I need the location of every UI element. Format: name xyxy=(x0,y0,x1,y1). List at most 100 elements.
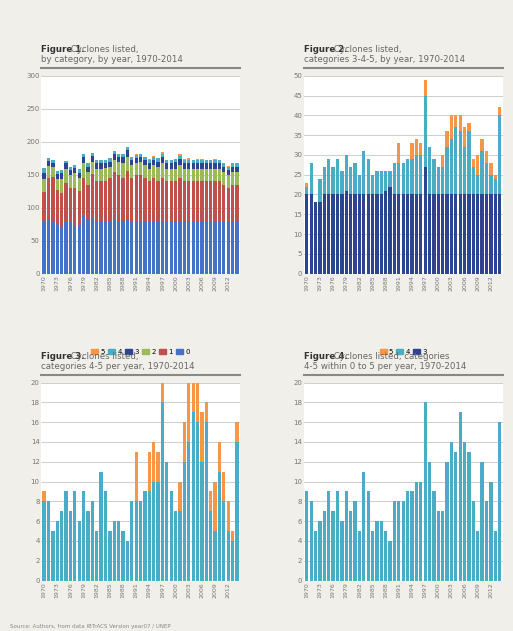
Bar xyxy=(454,452,458,581)
Bar xyxy=(209,511,212,581)
Bar xyxy=(231,167,234,172)
Bar xyxy=(410,159,413,194)
Bar xyxy=(122,157,125,163)
Bar xyxy=(349,194,352,274)
Bar xyxy=(485,163,488,194)
Bar xyxy=(55,521,59,581)
Bar xyxy=(209,168,212,181)
Bar xyxy=(60,193,63,228)
Bar xyxy=(112,172,116,220)
Bar xyxy=(323,511,326,581)
Bar xyxy=(73,492,76,581)
Bar xyxy=(397,194,401,274)
Bar xyxy=(366,492,370,581)
Bar xyxy=(108,222,111,274)
Bar xyxy=(397,502,401,581)
Bar xyxy=(353,502,357,581)
Bar xyxy=(100,471,103,581)
Bar xyxy=(152,160,155,165)
Bar xyxy=(104,168,107,180)
Bar xyxy=(161,157,164,163)
Bar xyxy=(424,167,427,274)
Bar xyxy=(152,178,155,222)
Bar xyxy=(108,162,111,167)
Bar xyxy=(445,462,449,581)
Bar xyxy=(126,541,129,581)
Bar xyxy=(86,163,90,167)
Bar xyxy=(73,174,76,188)
Bar xyxy=(463,127,466,147)
Bar xyxy=(205,181,208,222)
Bar xyxy=(349,511,352,581)
Bar xyxy=(371,194,374,274)
Bar xyxy=(73,188,76,225)
Bar xyxy=(73,168,76,174)
Bar xyxy=(467,131,470,194)
Bar xyxy=(95,222,98,274)
Bar xyxy=(179,165,182,178)
Bar xyxy=(134,163,138,175)
Bar xyxy=(139,222,142,274)
Bar xyxy=(187,168,190,181)
Bar xyxy=(165,222,168,274)
Bar xyxy=(196,168,199,181)
Bar xyxy=(393,163,396,194)
Bar xyxy=(183,222,186,274)
Bar xyxy=(126,219,129,274)
Bar xyxy=(358,194,361,274)
Bar xyxy=(77,173,81,178)
Bar xyxy=(222,172,226,185)
Bar xyxy=(331,194,335,274)
Bar xyxy=(309,194,313,274)
Bar xyxy=(69,170,72,175)
Bar xyxy=(235,442,239,581)
Bar xyxy=(450,139,453,194)
Bar xyxy=(485,151,488,163)
Bar xyxy=(209,492,212,511)
Bar xyxy=(388,171,392,187)
Bar xyxy=(397,163,401,194)
Bar xyxy=(51,177,54,221)
Bar xyxy=(388,541,392,581)
Bar xyxy=(43,492,46,502)
Bar xyxy=(95,168,98,181)
Bar xyxy=(196,181,199,222)
Bar xyxy=(122,222,125,274)
Bar xyxy=(65,161,68,163)
Bar xyxy=(134,155,138,158)
Bar xyxy=(43,192,46,221)
Bar xyxy=(161,152,164,153)
Bar xyxy=(69,222,72,274)
Bar xyxy=(218,168,221,181)
Bar xyxy=(91,153,94,156)
Bar xyxy=(95,531,98,581)
Bar xyxy=(143,178,147,222)
Bar xyxy=(481,151,484,194)
Bar xyxy=(314,203,317,274)
Bar xyxy=(156,181,160,222)
Bar xyxy=(108,531,111,581)
Bar xyxy=(450,115,453,139)
Bar xyxy=(209,181,212,222)
Bar xyxy=(376,521,379,581)
Bar xyxy=(402,163,405,194)
Bar xyxy=(489,175,492,194)
Text: categories 4-5 per year, 1970-2014: categories 4-5 per year, 1970-2014 xyxy=(41,362,194,370)
Bar xyxy=(95,163,98,168)
Bar xyxy=(117,157,120,162)
Bar xyxy=(134,502,138,581)
Bar xyxy=(441,155,444,167)
Bar xyxy=(196,160,199,163)
Bar xyxy=(156,167,160,181)
Bar xyxy=(174,222,177,274)
Bar xyxy=(200,160,204,163)
Bar xyxy=(152,442,155,481)
Bar xyxy=(196,163,199,168)
Bar xyxy=(187,160,190,163)
Bar xyxy=(445,147,449,194)
Bar xyxy=(445,131,449,147)
Bar xyxy=(196,382,199,422)
Bar xyxy=(95,181,98,222)
Bar xyxy=(227,531,230,581)
Bar xyxy=(77,178,81,191)
